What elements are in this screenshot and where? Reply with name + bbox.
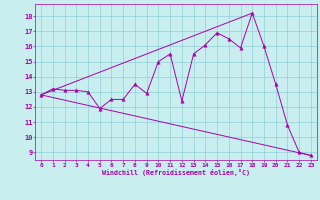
X-axis label: Windchill (Refroidissement éolien,°C): Windchill (Refroidissement éolien,°C) [102,169,250,176]
